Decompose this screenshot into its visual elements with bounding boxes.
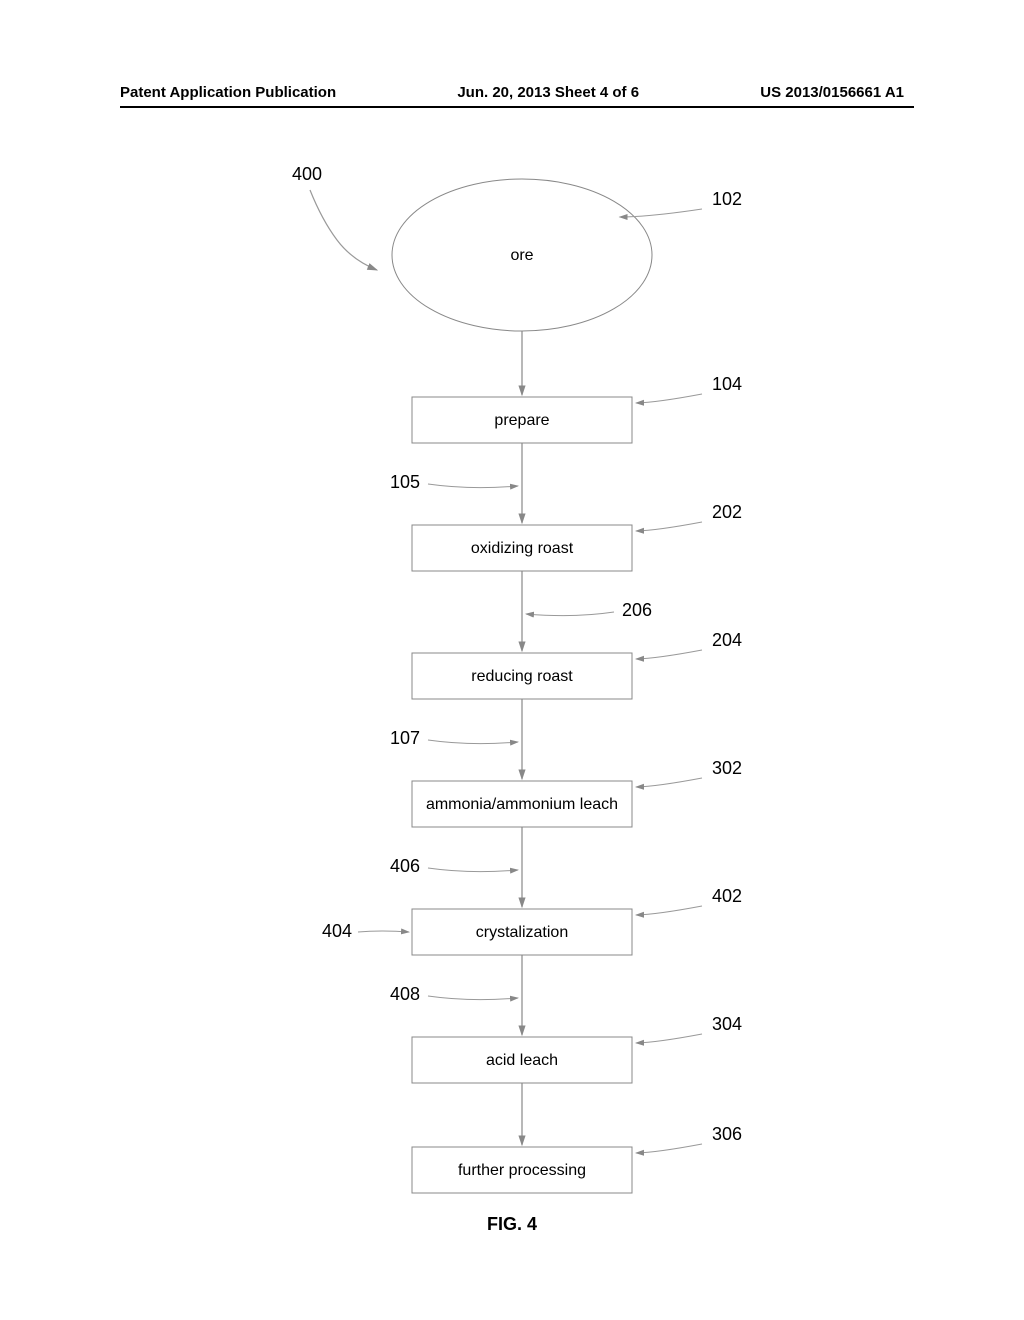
svg-text:crystalization: crystalization	[476, 924, 568, 941]
svg-text:104: 104	[712, 374, 742, 394]
header-rule	[120, 106, 914, 108]
svg-text:107: 107	[390, 728, 420, 748]
svg-text:ammonia/ammonium leach: ammonia/ammonium leach	[426, 796, 618, 813]
header-left: Patent Application Publication	[120, 84, 336, 101]
svg-text:408: 408	[390, 984, 420, 1004]
svg-text:204: 204	[712, 630, 742, 650]
figure-container: 400 ore 102 prepare 104 oxidizing roast 202 red…	[0, 150, 1024, 1210]
svg-text:406: 406	[390, 856, 420, 876]
svg-text:302: 302	[712, 758, 742, 778]
svg-text:206: 206	[622, 600, 652, 620]
svg-text:202: 202	[712, 502, 742, 522]
svg-text:400: 400	[292, 164, 322, 184]
page-header: Patent Application Publication Jun. 20, …	[0, 84, 1024, 101]
svg-text:105: 105	[390, 472, 420, 492]
svg-text:306: 306	[712, 1124, 742, 1144]
svg-text:acid leach: acid leach	[486, 1052, 558, 1069]
figure-caption: FIG. 4	[0, 1214, 1024, 1235]
header-center: Jun. 20, 2013 Sheet 4 of 6	[457, 84, 639, 101]
svg-text:304: 304	[712, 1014, 742, 1034]
svg-text:404: 404	[322, 921, 352, 941]
svg-text:102: 102	[712, 189, 742, 209]
header-right: US 2013/0156661 A1	[760, 84, 904, 101]
flowchart: 400 ore 102 prepare 104 oxidizing roast 202 red…	[62, 150, 962, 1210]
svg-text:oxidizing roast: oxidizing roast	[471, 540, 574, 557]
svg-text:ore: ore	[510, 247, 533, 264]
svg-text:reducing roast: reducing roast	[471, 668, 573, 685]
svg-text:prepare: prepare	[494, 412, 549, 429]
svg-text:further processing: further processing	[458, 1162, 586, 1179]
svg-text:402: 402	[712, 886, 742, 906]
